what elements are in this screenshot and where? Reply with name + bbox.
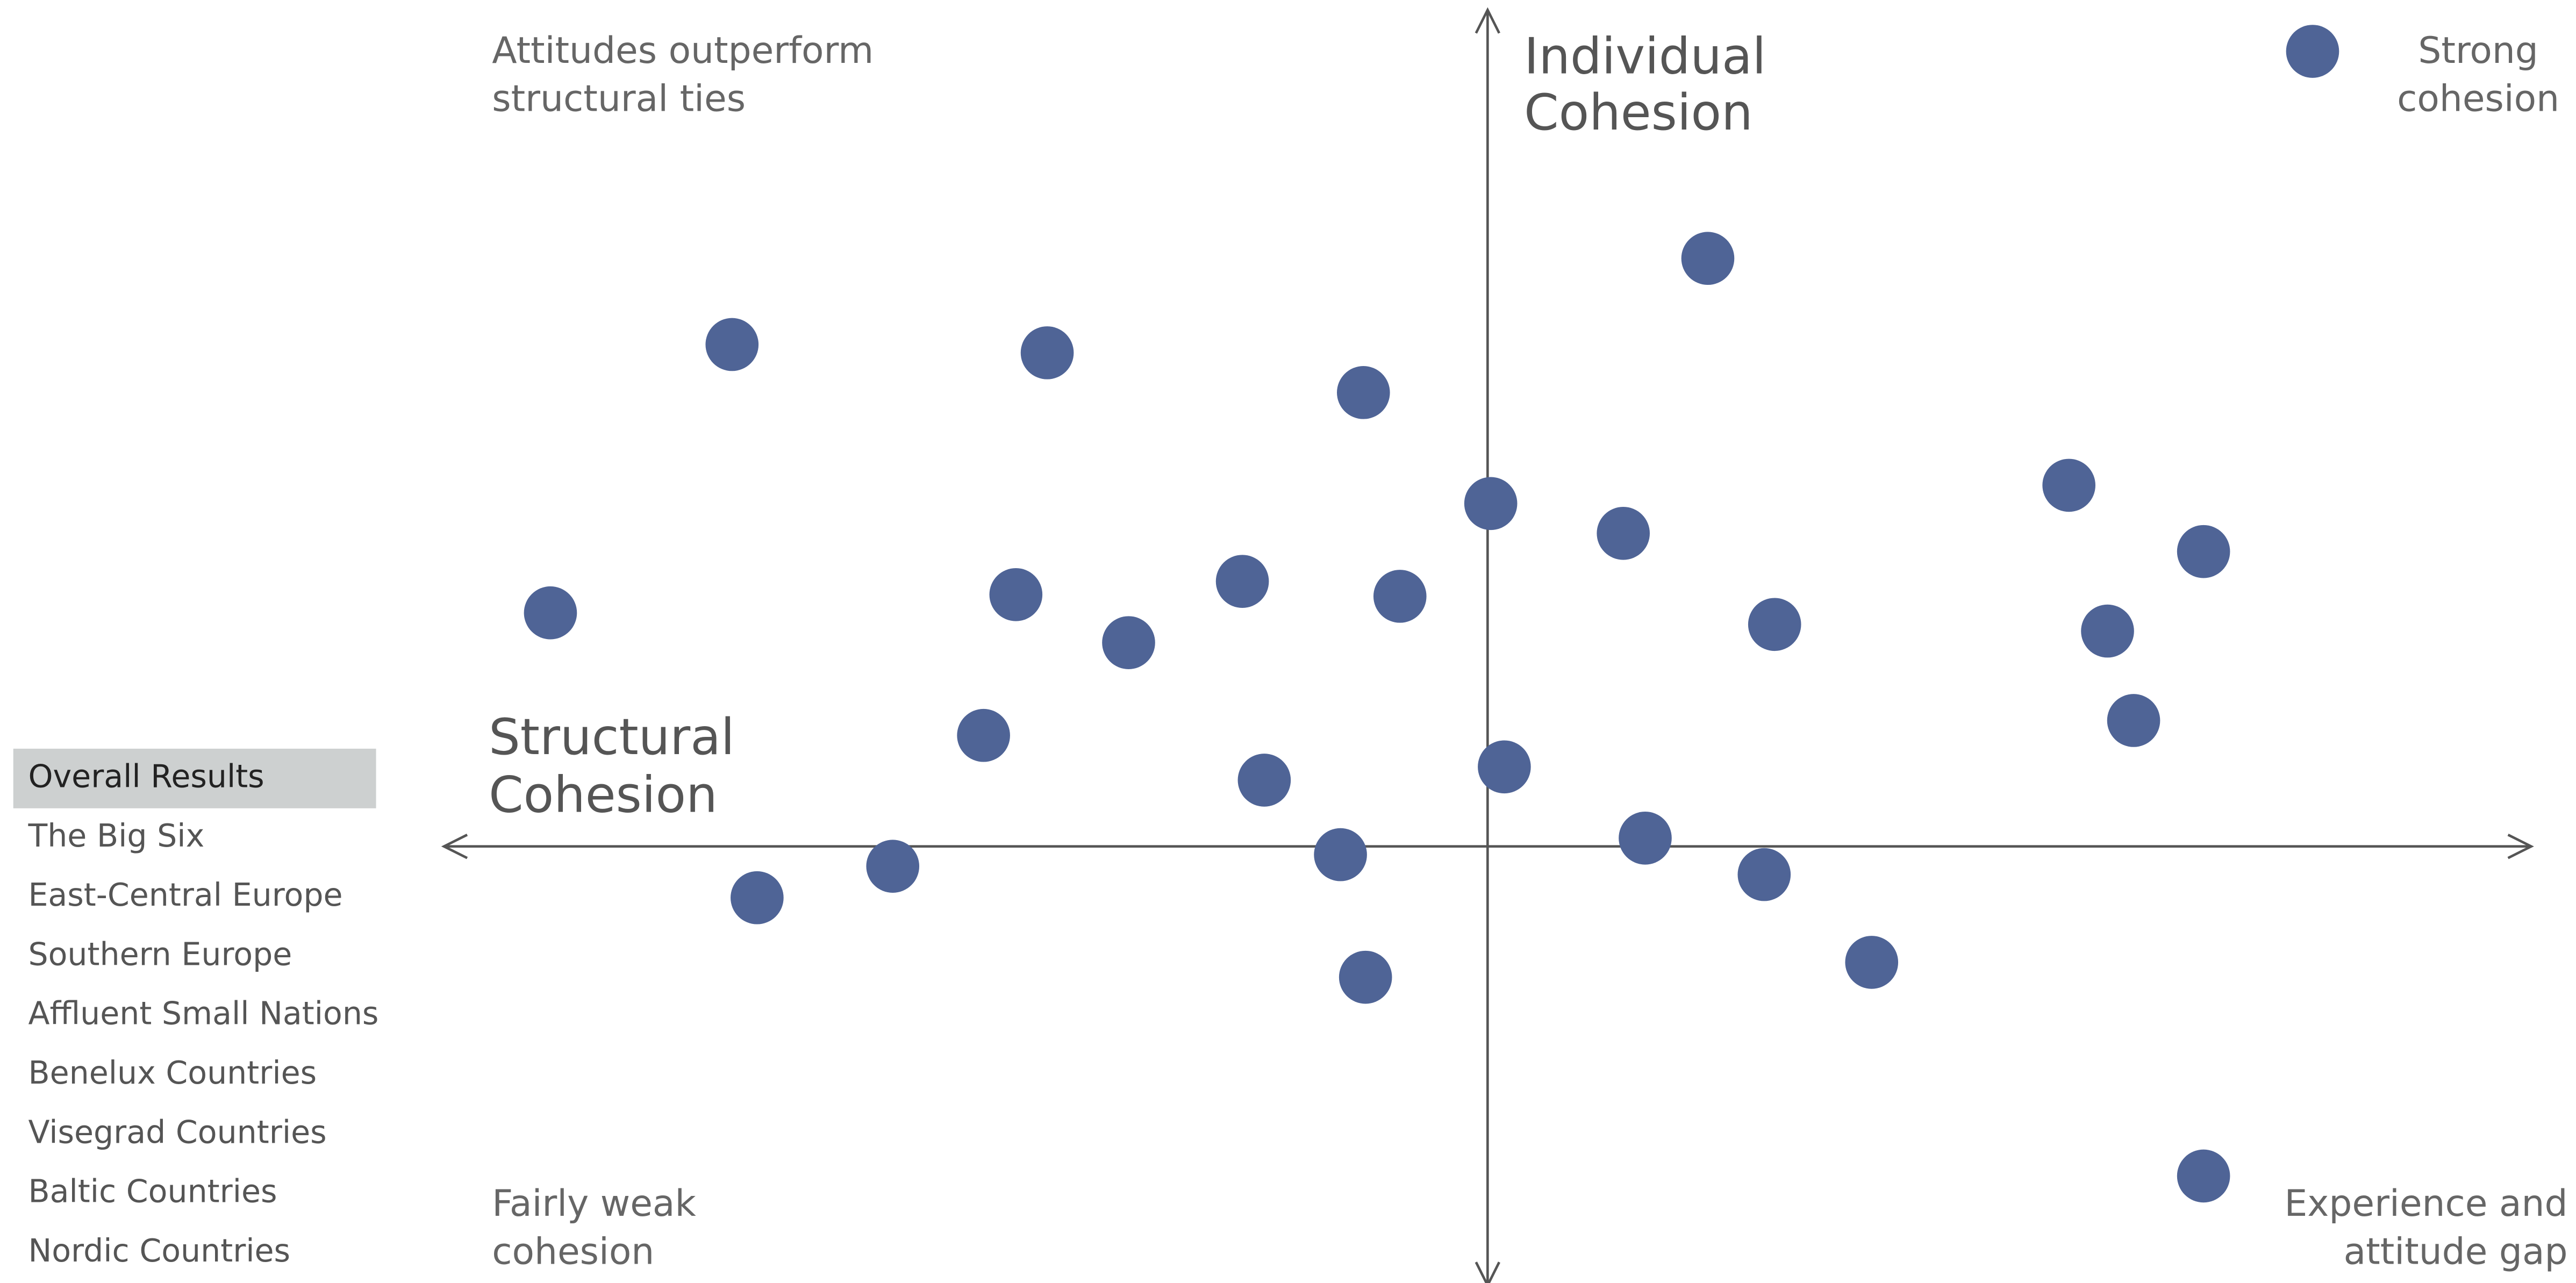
menu-item[interactable]: The Big Six — [27, 818, 204, 854]
data-point — [2107, 694, 2160, 747]
x-axis-label: Structural — [489, 708, 734, 766]
plot — [441, 7, 2534, 1283]
data-point — [1681, 232, 1735, 285]
data-point — [1845, 936, 1899, 989]
menu-item[interactable]: Benelux Countries — [28, 1055, 317, 1091]
data-point — [1478, 740, 1531, 794]
data-point — [957, 708, 1010, 762]
data-point — [866, 840, 920, 893]
data-point — [2042, 458, 2095, 512]
quadrant-label: attitude gap — [2344, 1230, 2568, 1272]
data-point — [1737, 848, 1791, 901]
data-point — [1102, 616, 1155, 669]
data-point — [1464, 477, 1518, 531]
quadrant-label: Experience and — [2284, 1182, 2567, 1224]
quadrant-label: Attitudes outperform — [492, 29, 874, 71]
quadrant-label: structural ties — [492, 77, 746, 120]
quadrant-marker — [2286, 25, 2339, 78]
y-axis-arrow — [1475, 7, 1500, 34]
x-axis-arrow — [441, 834, 468, 859]
quadrant-label: Fairly weak — [492, 1182, 696, 1224]
data-point — [705, 318, 759, 371]
data-point — [1373, 570, 1427, 623]
menu-highlight — [13, 748, 376, 808]
data-point — [1215, 555, 1269, 608]
menu-item[interactable]: Affluent Small Nations — [28, 995, 378, 1032]
y-axis-label: Cohesion — [1524, 83, 1753, 141]
data-point — [524, 586, 577, 640]
data-point — [2177, 1149, 2230, 1203]
data-point — [1339, 950, 1392, 1004]
data-point — [1597, 506, 1650, 560]
data-point — [1314, 828, 1367, 881]
data-point — [1748, 598, 1801, 651]
y-axis-label: Individual — [1524, 27, 1766, 85]
data-point — [2081, 604, 2134, 658]
data-point — [2177, 525, 2230, 578]
quadrant-label: cohesion — [492, 1230, 654, 1272]
quadrant-label: Strong — [2418, 29, 2538, 71]
menu-item[interactable]: East-Central Europe — [28, 877, 342, 913]
menu-item[interactable]: Baltic Countries — [28, 1173, 277, 1210]
data-point — [1237, 754, 1291, 807]
menu-item[interactable]: Southern Europe — [28, 936, 292, 972]
menu: Overall Results The Big Six East-Central E… — [27, 758, 378, 1269]
data-point — [1020, 326, 1074, 379]
data-point — [1336, 366, 1390, 419]
x-axis-arrow — [2507, 834, 2534, 859]
menu-item[interactable]: Nordic Countries — [28, 1232, 290, 1269]
data-point — [989, 568, 1043, 621]
x-axis-label: Cohesion — [489, 766, 718, 824]
quadrant-label: cohesion — [2397, 77, 2559, 120]
menu-item[interactable]: Overall Results — [28, 758, 264, 794]
data-point — [1619, 811, 1672, 865]
data-point — [731, 871, 784, 924]
y-axis-arrow — [1475, 1262, 1500, 1283]
menu-item[interactable]: Visegrad Countries — [28, 1114, 326, 1150]
